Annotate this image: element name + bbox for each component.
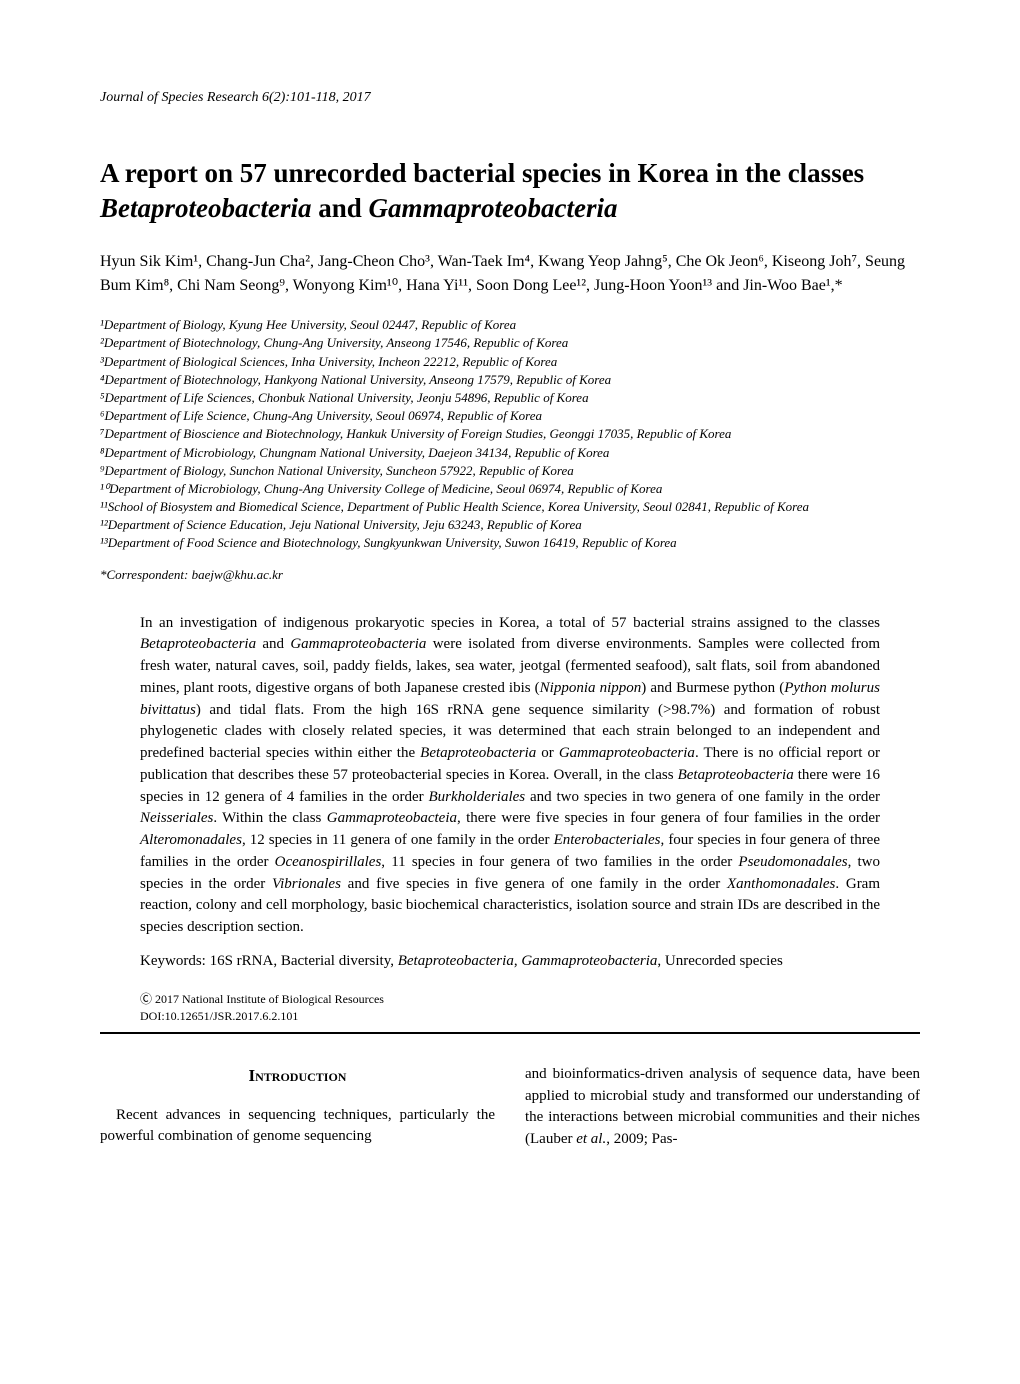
column-left: Introduction Recent advances in sequenci… (100, 1064, 495, 1151)
doi: DOI:10.12651/JSR.2017.6.2.101 (100, 1009, 920, 1024)
affiliations-list: ¹Department of Biology, Kyung Hee Univer… (100, 316, 920, 552)
affiliation-line: ⁶Department of Life Science, Chung-Ang U… (100, 407, 920, 425)
copyright: Ⓒ 2017 National Institute of Biological … (100, 990, 920, 1007)
title-text-2: and (311, 193, 368, 223)
affiliation-line: ¹Department of Biology, Kyung Hee Univer… (100, 316, 920, 334)
affiliation-line: ⁴Department of Biotechnology, Hankyong N… (100, 371, 920, 389)
title-italic-1: Betaproteobacteria (100, 193, 311, 223)
keywords: Keywords: 16S rRNA, Bacterial diversity,… (140, 953, 880, 970)
affiliation-line: ⁹Department of Biology, Sunchon National… (100, 462, 920, 480)
section-divider (100, 1032, 920, 1034)
affiliation-line: ¹²Department of Science Education, Jeju … (100, 516, 920, 534)
intro-paragraph-1: Recent advances in sequencing techniques… (100, 1105, 495, 1149)
affiliation-line: ³Department of Biological Sciences, Inha… (100, 353, 920, 371)
intro-paragraph-2: and bioinformatics-driven analysis of se… (525, 1064, 920, 1151)
affiliation-line: ¹³Department of Food Science and Biotech… (100, 534, 920, 552)
abstract-container: In an investigation of indigenous prokar… (100, 613, 920, 970)
article-title: A report on 57 unrecorded bacterial spec… (100, 156, 920, 226)
affiliation-line: ²Department of Biotechnology, Chung-Ang … (100, 334, 920, 352)
correspondent: *Correspondent: baejw@khu.ac.kr (100, 567, 920, 583)
affiliation-line: ⁸Department of Microbiology, Chungnam Na… (100, 444, 920, 462)
authors-list: Hyun Sik Kim¹, Chang-Jun Cha², Jang-Cheo… (100, 250, 920, 298)
introduction-heading: Introduction (100, 1064, 495, 1089)
title-italic-2: Gammaproteobacteria (369, 193, 618, 223)
journal-header: Journal of Species Research 6(2):101-118… (100, 90, 920, 106)
column-right: and bioinformatics-driven analysis of se… (525, 1064, 920, 1151)
affiliation-line: ¹⁰Department of Microbiology, Chung-Ang … (100, 480, 920, 498)
affiliation-line: ⁵Department of Life Sciences, Chonbuk Na… (100, 389, 920, 407)
body-columns: Introduction Recent advances in sequenci… (100, 1064, 920, 1151)
abstract-text: In an investigation of indigenous prokar… (140, 613, 880, 939)
title-text-1: A report on 57 unrecorded bacterial spec… (100, 158, 864, 188)
affiliation-line: ¹¹School of Biosystem and Biomedical Sci… (100, 498, 920, 516)
affiliation-line: ⁷Department of Bioscience and Biotechnol… (100, 425, 920, 443)
journal-page: Journal of Species Research 6(2):101-118… (0, 0, 1020, 1201)
